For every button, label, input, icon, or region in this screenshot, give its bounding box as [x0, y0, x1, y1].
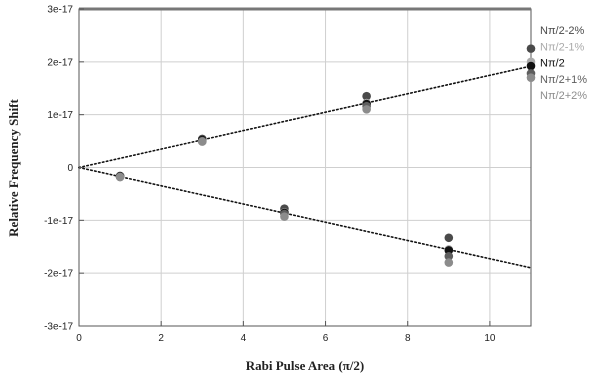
- data-point: [197, 137, 207, 146]
- legend: Nπ/2-2% Nπ/2-1% Nπ/2 Nπ/2+1% Nπ/2+2%: [540, 25, 587, 102]
- data-points: [115, 44, 536, 267]
- x-tick-label: 0: [76, 333, 82, 344]
- y-tick-label: -1e-17: [44, 216, 73, 227]
- data-point: [444, 251, 454, 261]
- fit-line: [78, 65, 532, 169]
- fit-line: [78, 166, 532, 269]
- x-axis-title: Rabi Pulse Area (π/2): [246, 358, 364, 373]
- y-tick-label: -2e-17: [44, 269, 73, 280]
- legend-entry: Nπ/2+2%: [540, 90, 587, 102]
- x-tick-label: 4: [241, 333, 247, 344]
- x-tick-label: 6: [323, 333, 329, 344]
- legend-entry: Nπ/2-2%: [540, 25, 584, 37]
- y-tick-label: 1e-17: [47, 110, 73, 121]
- data-point: [526, 73, 536, 82]
- y-tick-label: -3e-17: [44, 322, 73, 333]
- fit-lines: [78, 65, 532, 269]
- grid: [79, 9, 531, 326]
- legend-entry: Nπ/2+1%: [540, 74, 587, 86]
- data-point: [115, 172, 125, 182]
- data-point: [526, 44, 536, 53]
- data-point: [362, 105, 371, 114]
- y-tick-label: 3e-17: [47, 5, 73, 16]
- legend-entry: Nπ/2-1%: [540, 41, 584, 53]
- x-axis-ticks: 0 2 4 6 8 10: [76, 321, 496, 344]
- x-tick-label: 8: [405, 333, 411, 344]
- data-point: [280, 212, 289, 221]
- x-tick-label: 10: [484, 333, 496, 344]
- legend-entry: Nπ/2: [540, 58, 565, 70]
- data-point: [526, 61, 536, 71]
- y-axis-ticks: 3e-17 2e-17 1e-17 0 -1e-17 -2e-17 -3e-17: [44, 5, 84, 333]
- data-point: [362, 91, 371, 101]
- x-tick-label: 2: [158, 333, 164, 344]
- y-axis-title: Relative Frequency Shift: [6, 98, 21, 236]
- y-tick-label: 0: [67, 163, 73, 174]
- data-point: [444, 233, 454, 243]
- data-point: [444, 258, 454, 267]
- y-tick-label: 2e-17: [47, 57, 73, 68]
